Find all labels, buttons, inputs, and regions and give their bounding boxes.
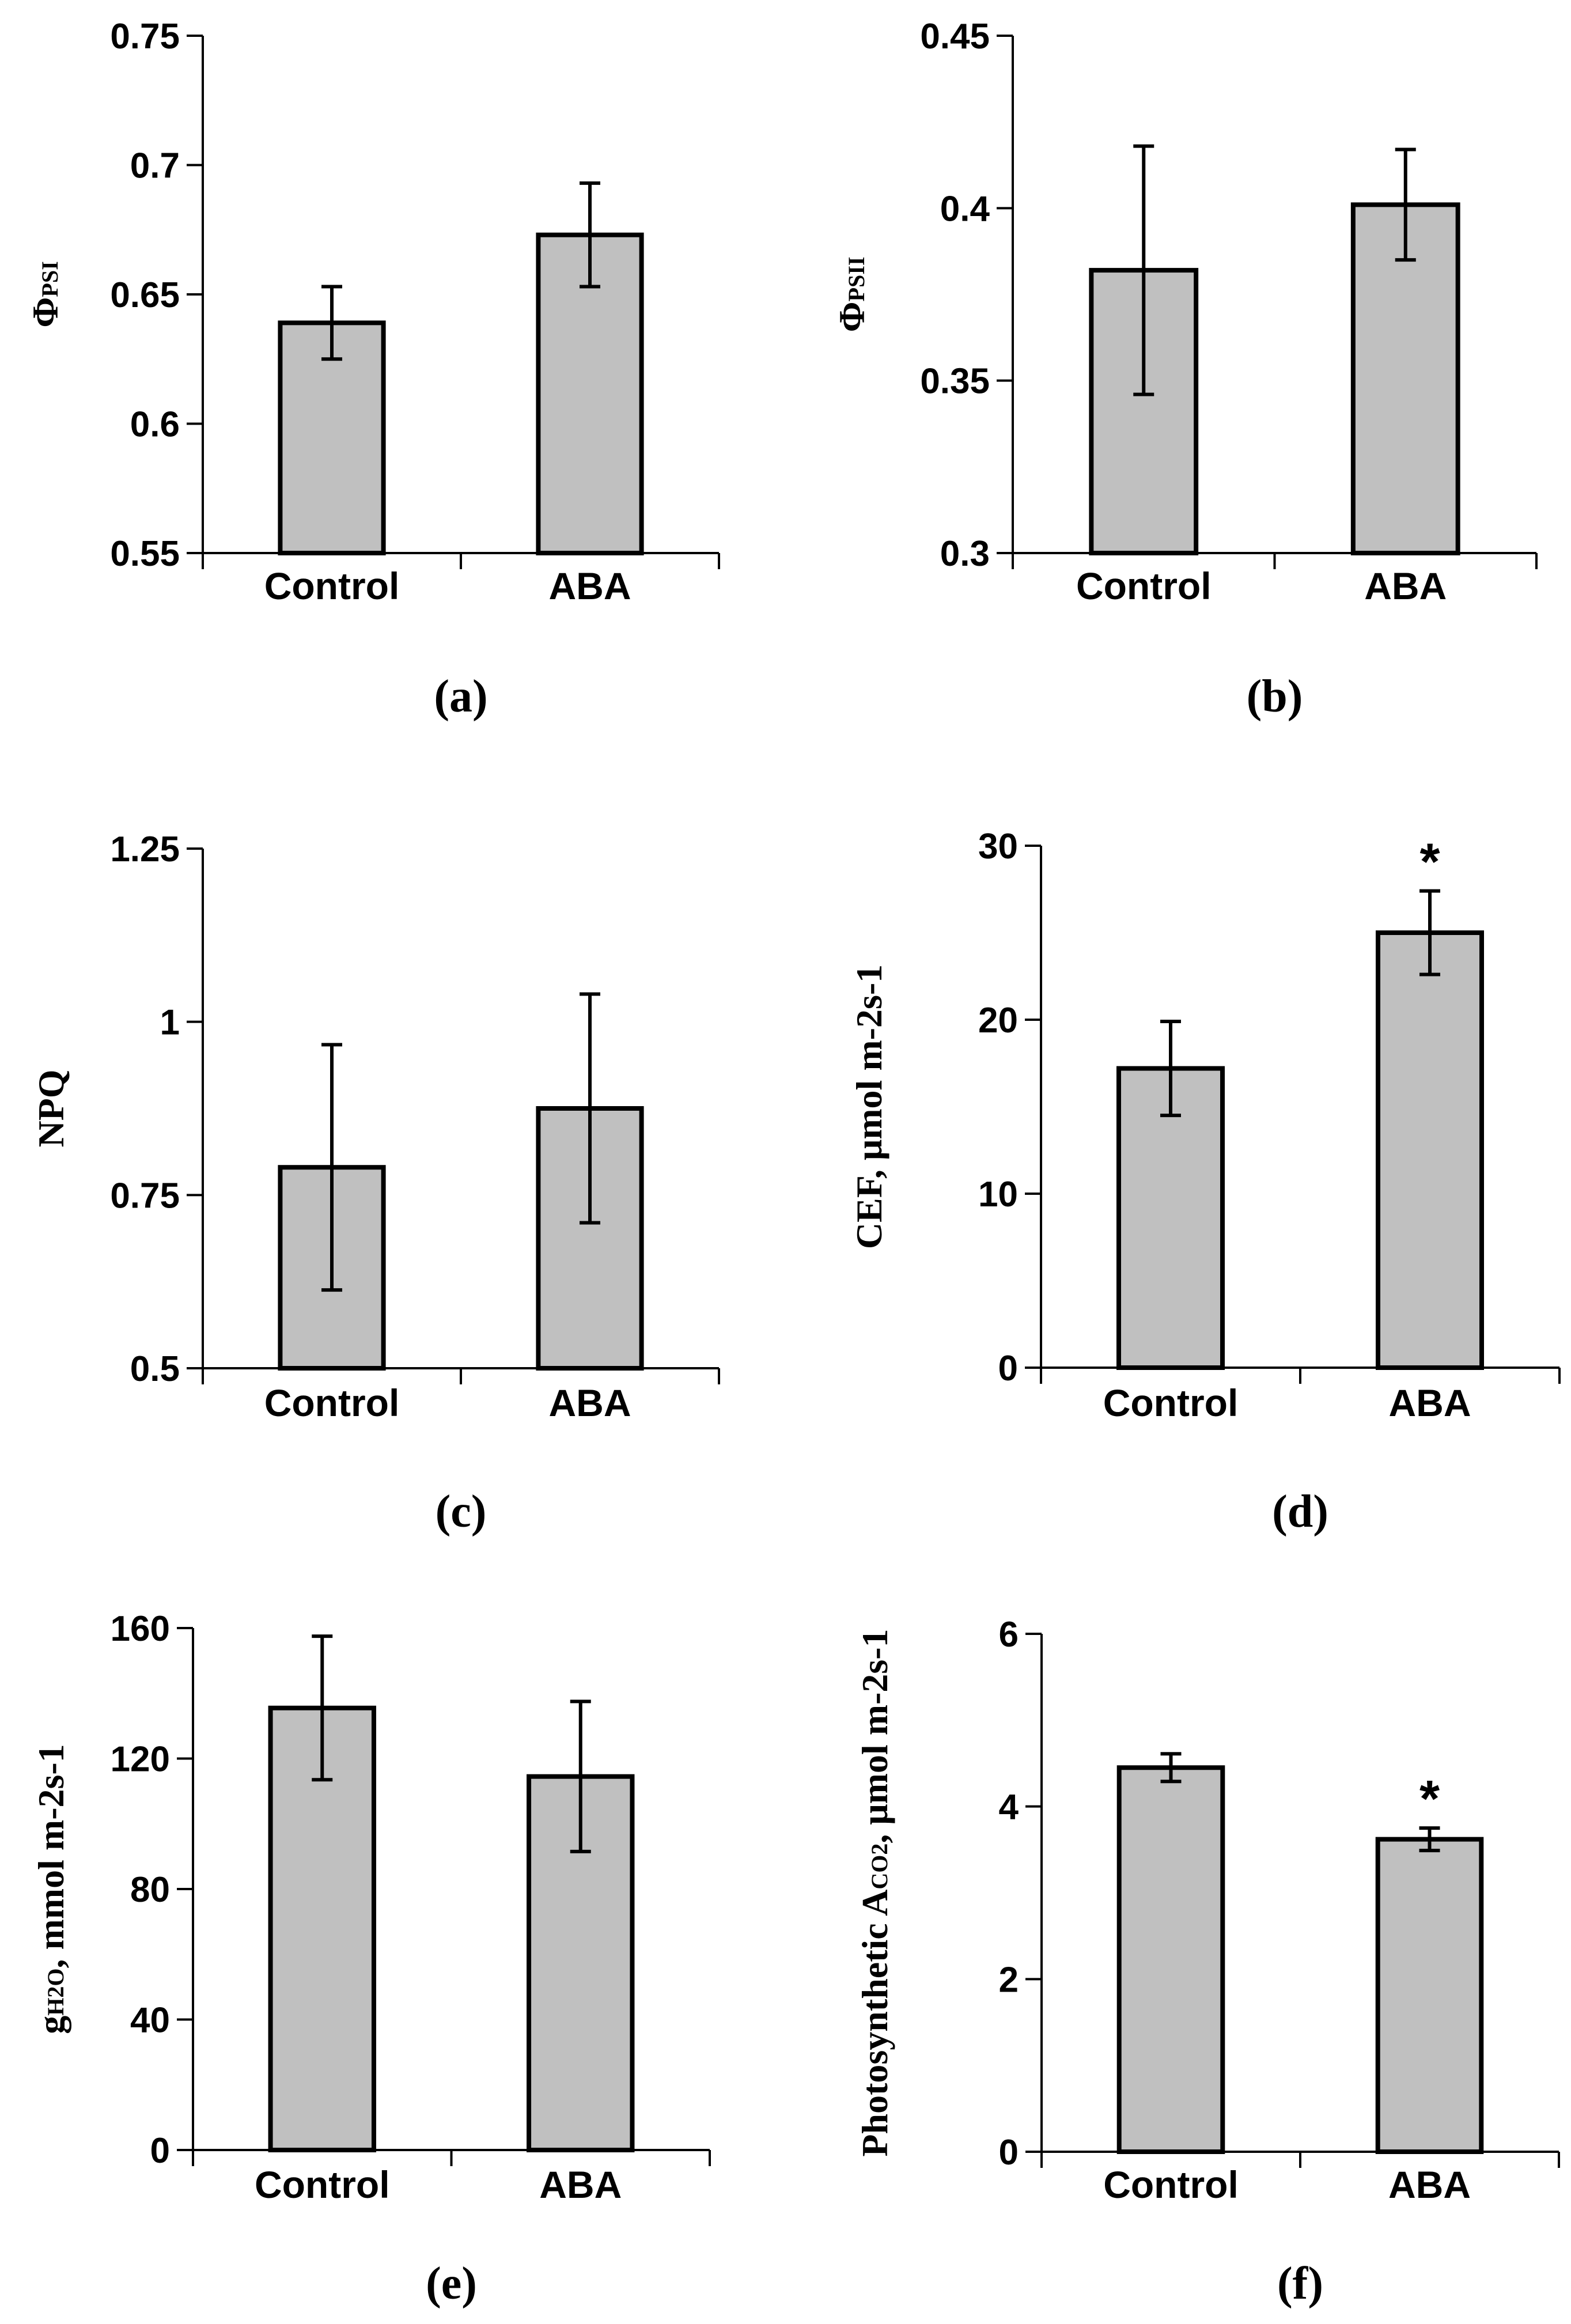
- panel-e-y-tick-label: 40: [130, 2001, 170, 2041]
- panel-d-y-tick-label: 20: [978, 1001, 1018, 1040]
- panel-b-y-axis-label: ΦPSII: [831, 257, 872, 332]
- panel-d-bar-control: [1116, 1066, 1225, 1371]
- panel-f-y-tick-label: 2: [999, 1960, 1019, 2000]
- panel-b-label: (b): [1247, 671, 1303, 722]
- panel-c-y-tick-label: 1: [160, 1003, 180, 1043]
- panel-d-y-tick-label: 30: [978, 827, 1018, 866]
- panel-c-label: (c): [436, 1486, 487, 1537]
- panel-e-category-label: ABA: [539, 2163, 622, 2206]
- panel-b-y-tick-label: 0.35: [920, 362, 990, 402]
- panel-d-category-label: Control: [1103, 1381, 1239, 1424]
- panel-a-y-axis-label: ΦPSI: [25, 261, 66, 327]
- panel-e-y-tick-label: 80: [130, 1870, 170, 1910]
- panel-e-bar-control: [268, 1705, 376, 2152]
- panel-c-y-tick-label: 1.25: [110, 830, 180, 869]
- panel-a-category-label: Control: [264, 565, 400, 607]
- panel-c-category-label: ABA: [549, 1381, 631, 1424]
- panel-a-y-tick-label: 0.65: [110, 275, 180, 315]
- panel-d-category-label: ABA: [1389, 1381, 1471, 1424]
- panel-d-y-tick-label: 10: [978, 1175, 1018, 1214]
- panel-d-bar-aba: [1376, 930, 1484, 1370]
- panel-a-y-tick-label: 0.55: [110, 534, 180, 574]
- panel-a-y-tick-label: 0.75: [110, 17, 180, 56]
- panel-e-category-label: Control: [255, 2163, 390, 2206]
- panel-f-y-tick-label: 4: [999, 1788, 1019, 1827]
- panel-f-label: (f): [1277, 2258, 1323, 2309]
- panel-a-label: (a): [434, 671, 487, 722]
- panel-b-y-tick-label: 0.45: [920, 17, 990, 56]
- panel-f-y-axis-label: Photosynthetic ACO2, μmol m-2s-1: [854, 1629, 895, 2156]
- panel-e-label: (e): [426, 2258, 477, 2309]
- panel-f-y-tick-label: 6: [999, 1615, 1019, 1655]
- panel-b-y-tick-label: 0.4: [940, 189, 990, 229]
- panel-d-label: (d): [1272, 1486, 1328, 1537]
- panel-d-y-tick-label: 0: [998, 1349, 1018, 1388]
- panel-c-category-label: Control: [264, 1381, 400, 1424]
- panel-b-y-tick-label: 0.3: [940, 534, 990, 574]
- panel-f-bar-control: [1116, 1765, 1225, 2155]
- panel-a-category-label: ABA: [549, 565, 631, 607]
- panel-f-y-tick-label: 0: [999, 2133, 1019, 2172]
- panel-e-y-tick-label: 160: [111, 1609, 170, 1649]
- panel-b-category-label: Control: [1076, 565, 1212, 607]
- panel-c-y-axis-label: NPQ: [31, 1069, 71, 1147]
- panel-f-category-label: ABA: [1388, 2163, 1471, 2206]
- panel-d-significance-star: *: [1419, 834, 1440, 891]
- panel-c-y-tick-label: 0.5: [130, 1349, 180, 1389]
- panel-e-y-tick-label: 0: [150, 2131, 170, 2171]
- panel-a-y-tick-label: 0.7: [130, 146, 180, 186]
- panel-d-y-axis-label: CEF, μmol m-2s-1: [849, 964, 889, 1249]
- panel-f-significance-star: *: [1419, 1770, 1440, 1828]
- panel-e-y-tick-label: 120: [111, 1740, 170, 1780]
- panel-c-y-tick-label: 0.75: [110, 1176, 180, 1216]
- panel-e-y-axis-label: gH2O, mmol m-2s-1: [31, 1744, 71, 2034]
- panel-a-bar-aba: [536, 232, 644, 556]
- panel-b-category-label: ABA: [1364, 565, 1447, 607]
- panel-f-bar-aba: [1375, 1837, 1484, 2154]
- panel-f-category-label: Control: [1103, 2163, 1239, 2206]
- panel-a-y-tick-label: 0.6: [130, 405, 180, 445]
